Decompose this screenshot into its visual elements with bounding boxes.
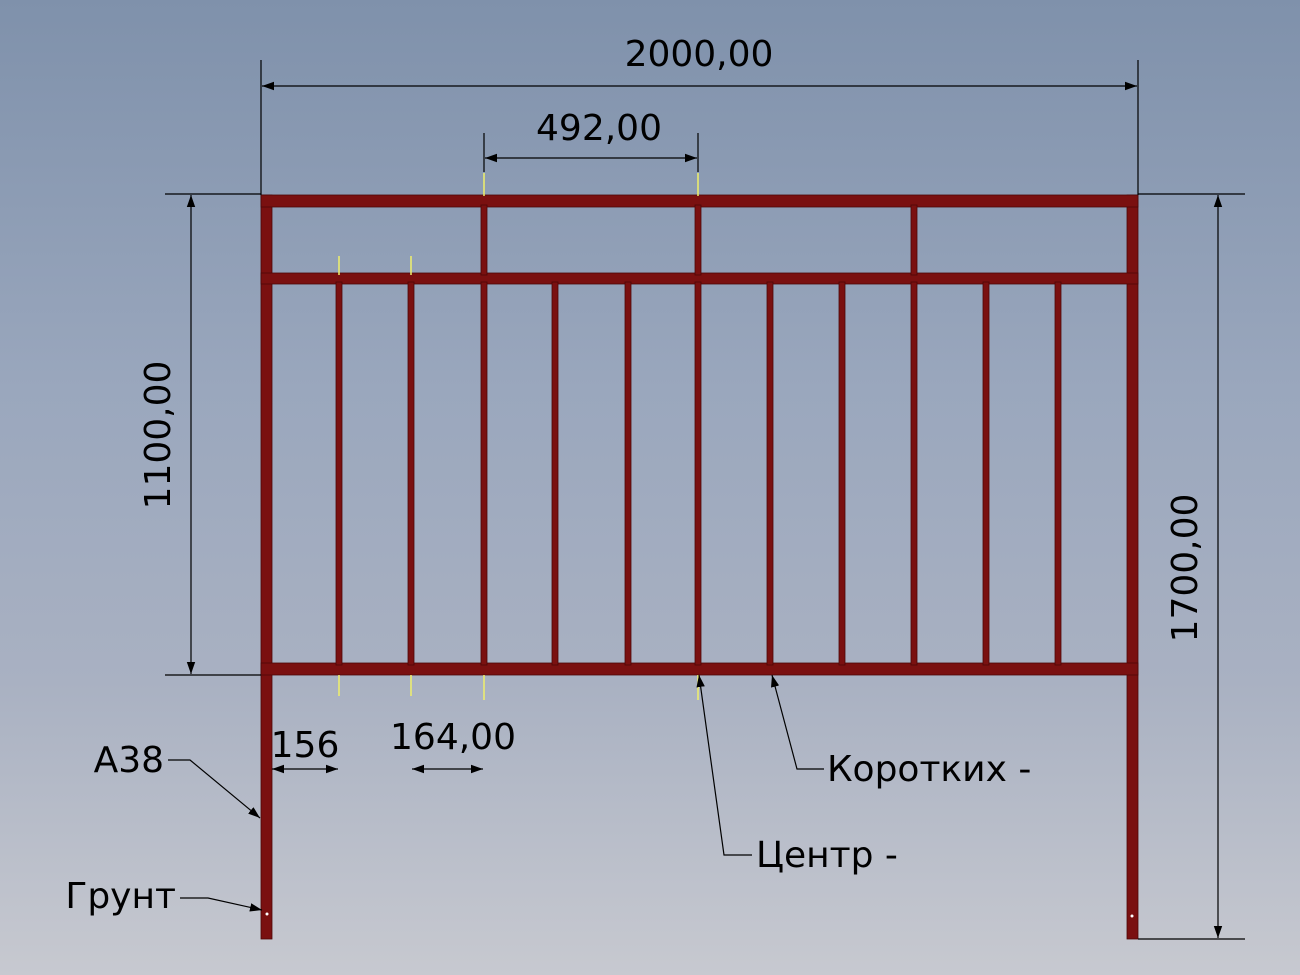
picket — [624, 281, 632, 666]
picket — [982, 281, 990, 666]
ground-mark — [265, 912, 269, 916]
picket — [694, 281, 702, 666]
picket — [407, 281, 415, 666]
top-divider — [480, 204, 488, 276]
top-divider — [910, 204, 918, 276]
top-bay-width-label: 492,00 — [536, 108, 662, 149]
picket — [766, 281, 774, 666]
picket-spacing-label: 164,00 — [390, 717, 516, 758]
leader-lines — [168, 674, 824, 912]
end-gap-label: 156 — [271, 725, 340, 766]
picket — [335, 281, 343, 666]
picket — [838, 281, 846, 666]
top-divider — [694, 204, 702, 276]
right-post — [1126, 194, 1139, 940]
picket — [1054, 281, 1062, 666]
center-note: Центр - — [756, 835, 898, 876]
extension-markers — [338, 173, 699, 700]
picket — [480, 281, 488, 666]
panel-height-label: 1100,00 — [138, 361, 179, 510]
short-pickets-note: Коротких - — [827, 749, 1031, 790]
overall-width-label: 2000,00 — [625, 34, 774, 75]
picket — [910, 281, 918, 666]
dimension-lines — [165, 60, 1245, 940]
fence-frame — [260, 194, 1139, 940]
ground-note: Грунт — [65, 876, 176, 917]
post-profile-note: А38 — [94, 740, 164, 781]
ground-mark — [1130, 914, 1134, 918]
total-height-label: 1700,00 — [1165, 494, 1206, 643]
left-post — [260, 194, 273, 940]
picket — [551, 281, 559, 666]
